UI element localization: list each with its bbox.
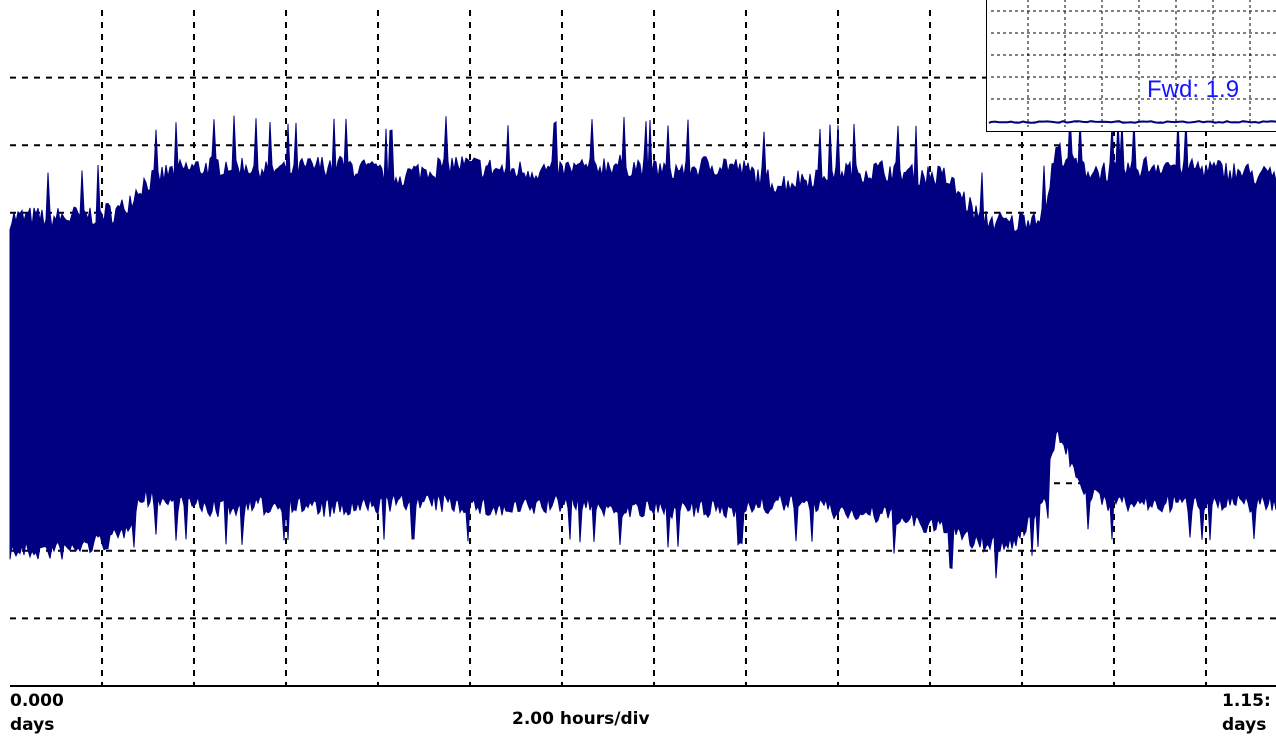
chart-plot [9,10,1276,687]
inset-trace [988,120,1276,124]
x-axis-start-value: 0.000 [10,691,64,711]
x-axis-end-unit: days [1222,715,1267,735]
inset-forward-label: Fwd: 1.9 [1147,76,1240,103]
inset-grid [991,0,1276,127]
time-per-division-label: 2.00 hours/div [512,709,650,729]
x-axis-start-unit: days [10,715,55,735]
inset-panel: Fwd: 1.9 [986,0,1276,132]
x-axis-end-value: 1.15: [1222,691,1271,711]
inset-plot [988,0,1276,127]
signal-envelope [9,112,1276,579]
